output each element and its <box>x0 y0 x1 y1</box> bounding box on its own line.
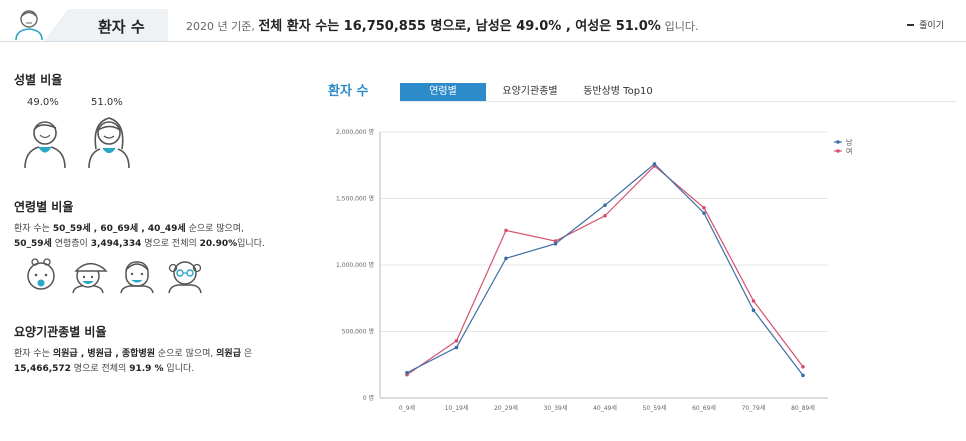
data-point <box>454 345 459 350</box>
x-tick-label: 0_9세 <box>399 404 415 412</box>
data-point <box>553 241 558 246</box>
y-tick-label: 0 명 <box>363 394 374 402</box>
y-tick-label: 500,000 명 <box>342 328 374 336</box>
y-tick-label: 2,000,000 명 <box>336 128 374 136</box>
adult-icon <box>120 261 154 294</box>
y-tick-label: 1,000,000 명 <box>336 261 374 269</box>
institution-ratio-desc-line2: 15,466,572 명으로 전체의 91.9 % 입니다. <box>14 364 195 374</box>
x-tick-label: 60_69세 <box>692 404 716 412</box>
gender-ratio-title: 성별 비율 <box>14 73 63 87</box>
data-point <box>504 228 508 233</box>
data-point <box>702 206 706 210</box>
header-divider <box>0 41 966 42</box>
x-tick-label: 50_59세 <box>643 404 667 412</box>
data-point <box>603 213 607 218</box>
legend-label: 여 <box>846 147 852 156</box>
collapse-label: 줄이기 <box>919 21 944 31</box>
series-line-female <box>406 165 804 376</box>
x-tick-label: 10_19세 <box>445 404 469 412</box>
age-ratio-desc-line1: 환자 수는 50_59세 , 60_69세 , 40_49세 순으로 많으며, <box>14 224 244 234</box>
x-tick-label: 30_39세 <box>544 404 568 412</box>
x-tick-label: 40_49세 <box>593 404 617 412</box>
legend-marker <box>836 149 840 153</box>
page-title: 환자 수 <box>98 18 145 36</box>
data-point <box>801 373 805 378</box>
institution-ratio-title: 요양기관종별 비율 <box>14 325 107 339</box>
male-person-icon <box>24 121 66 169</box>
baby-icon <box>27 258 55 290</box>
data-point <box>405 370 409 375</box>
tab-age[interactable]: 연령별 <box>400 83 486 101</box>
y-tick-label: 1,500,000 명 <box>336 195 374 203</box>
chart-tab-bar: 연령별 요양기관종별 동반상병 Top10 <box>400 83 662 101</box>
tab-institution-type[interactable]: 요양기관종별 <box>502 86 558 97</box>
minus-icon <box>907 23 915 26</box>
female-percent: 51.0% <box>91 97 123 108</box>
child-cap-icon <box>72 262 108 294</box>
legend-marker <box>836 140 840 144</box>
tab-comorbidity-top10[interactable]: 동반상병 Top10 <box>583 86 653 97</box>
header-summary: 2020 년 기준, 전체 환자 수는 16,750,855 명으로, 남성은 … <box>186 15 698 34</box>
patient-avatar-icon <box>15 10 43 41</box>
legend-label: 남 <box>846 138 853 147</box>
male-percent: 49.0% <box>27 97 59 108</box>
female-person-icon <box>88 117 130 169</box>
series-line-male <box>406 163 804 376</box>
x-tick-label: 80_89세 <box>791 404 815 412</box>
data-point <box>603 203 607 207</box>
institution-ratio-desc-line1: 환자 수는 의원급 , 병원급 , 종합병원 순으로 많으며, 의원급 은 <box>14 349 253 359</box>
data-point <box>702 211 706 215</box>
summary-tail: 입니다. <box>664 20 699 33</box>
data-point <box>454 339 459 343</box>
summary-strong: 전체 환자 수는 16,750,855 명으로, 남성은 49.0% , 여성은… <box>258 19 661 34</box>
x-tick-label: 70_79세 <box>742 404 766 412</box>
age-ratio-title: 연령별 비율 <box>14 200 74 214</box>
data-point <box>751 308 756 313</box>
chart-panel-title: 환자 수 <box>328 84 369 99</box>
data-point <box>553 239 558 243</box>
x-tick-label: 20_29세 <box>494 404 518 412</box>
data-point <box>652 162 657 166</box>
data-point <box>751 299 756 303</box>
data-point <box>504 256 508 261</box>
header: 환자 수 2020 년 기준, 전체 환자 수는 16,750,855 명으로,… <box>0 0 966 44</box>
elder-glasses-icon <box>168 261 202 294</box>
age-line-chart: 0 명 500,000 명 1,000,000 명 1,500,000 명 2,000,… <box>336 128 853 412</box>
chart-tab-divider <box>400 101 957 102</box>
summary-lead: 2020 년 기준, <box>186 20 259 33</box>
data-point <box>801 364 805 369</box>
age-ratio-desc-line2: 50_59세 연령층이 3,494,334 명으로 전체의 20.90%입니다. <box>14 239 265 249</box>
collapse-button[interactable]: 줄이기 <box>907 18 944 31</box>
